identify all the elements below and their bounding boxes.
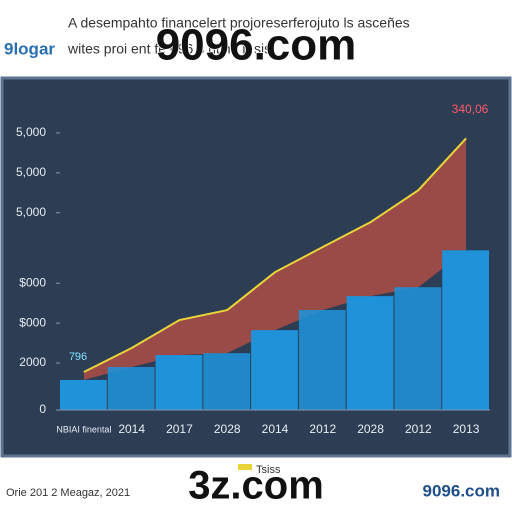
y-tick-label: 5,000 <box>16 125 46 139</box>
bar <box>60 379 107 410</box>
bar <box>155 355 203 410</box>
x-tick-label: 2012 <box>309 422 336 436</box>
bar <box>394 287 442 410</box>
footer-brand: 9096.com <box>423 481 501 500</box>
y-tick-label: 5,000 <box>16 165 46 179</box>
y-tick-label: $000 <box>19 275 46 289</box>
line <box>83 137 467 373</box>
bar <box>346 296 394 410</box>
x-tick-label: 2028 <box>214 422 241 436</box>
legend-label: Tsiss <box>256 464 281 476</box>
x-tick-label: 2014 <box>118 422 145 436</box>
bar <box>298 309 346 410</box>
x-tick-label: 2014 <box>262 422 289 436</box>
x-tick-label: NBIAI finental <box>56 424 111 434</box>
x-tick-label: 2012 <box>405 422 432 436</box>
bar <box>107 367 155 410</box>
logo: 9logar <box>4 39 55 58</box>
bar <box>442 250 489 410</box>
footer-text: Orie 201 2 Meagaz, 2021 <box>6 487 130 499</box>
annotation: 340,06 <box>452 102 489 116</box>
bar <box>251 330 298 410</box>
chart-subtitle: wites proi ent fe 096 s ntinb ir sis <box>67 41 271 57</box>
x-tick-label: 2017 <box>166 422 193 436</box>
annotation: 7̈96 <box>69 351 87 363</box>
y-tick-label: 5,000 <box>16 205 46 219</box>
chart-title: A desempahto financelert projoreserferoj… <box>68 15 410 31</box>
x-tick-label: 2028 <box>357 422 384 436</box>
y-tick-label: 0 <box>39 402 46 416</box>
y-tick-label: $000 <box>19 315 46 329</box>
legend-swatch <box>238 464 252 470</box>
watermark: 9096.com <box>156 21 357 70</box>
x-tick-label: 2013 <box>453 422 480 436</box>
y-tick-label: 2000 <box>19 355 46 369</box>
bar <box>203 353 251 410</box>
area <box>83 138 467 380</box>
watermark: 3z.com <box>188 464 324 508</box>
